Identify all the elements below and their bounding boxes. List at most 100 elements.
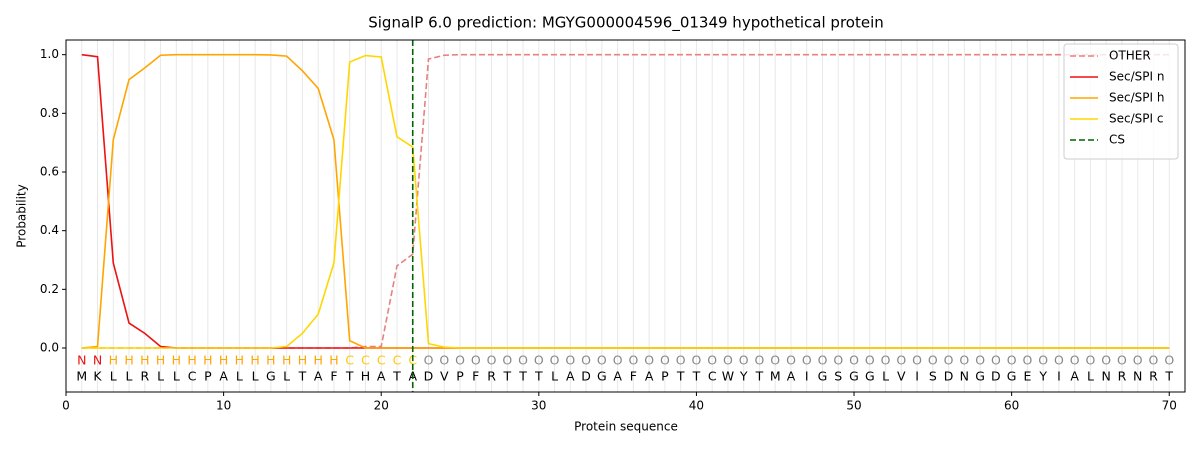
y-tick-label: 0.8 bbox=[40, 106, 59, 120]
y-tick-label: 0.4 bbox=[40, 223, 59, 237]
residue-letter: T bbox=[534, 369, 543, 384]
residue-letter: R bbox=[1149, 369, 1158, 384]
region-label: H bbox=[282, 353, 291, 368]
residue-letter: L bbox=[173, 369, 180, 384]
residue-letter: D bbox=[424, 369, 434, 384]
residue-letter: M bbox=[76, 369, 87, 384]
residue-letter: G bbox=[266, 369, 276, 384]
y-tick-label: 0.2 bbox=[40, 282, 59, 296]
region-label: O bbox=[818, 353, 828, 368]
region-label: O bbox=[1038, 353, 1048, 368]
region-label: O bbox=[534, 353, 544, 368]
region-label: O bbox=[865, 353, 875, 368]
residue-letter: T bbox=[518, 369, 527, 384]
residue-letter: N bbox=[960, 369, 969, 384]
region-label: O bbox=[518, 353, 528, 368]
residue-letter: R bbox=[140, 369, 149, 384]
residue-letter: Y bbox=[1038, 369, 1047, 384]
region-label: O bbox=[565, 353, 575, 368]
legend-label: Sec/SPI h bbox=[1109, 91, 1164, 105]
residue-letter: G bbox=[865, 369, 875, 384]
region-label: O bbox=[1133, 353, 1143, 368]
residue-letter: G bbox=[597, 369, 607, 384]
residue-letter: R bbox=[1118, 369, 1127, 384]
region-label: O bbox=[439, 353, 449, 368]
region-label: O bbox=[550, 353, 560, 368]
region-label: H bbox=[313, 353, 322, 368]
residue-letter: L bbox=[252, 369, 259, 384]
residue-letter: T bbox=[692, 369, 701, 384]
residue-letter: E bbox=[1023, 369, 1031, 384]
region-label: O bbox=[692, 353, 702, 368]
residue-letter: G bbox=[975, 369, 985, 384]
region-label: O bbox=[1007, 353, 1017, 368]
region-label: O bbox=[487, 353, 497, 368]
residue-letter: V bbox=[897, 369, 906, 384]
region-label: O bbox=[802, 353, 812, 368]
region-label: H bbox=[187, 353, 196, 368]
residue-letter: A bbox=[787, 369, 796, 384]
residue-letter: T bbox=[298, 369, 307, 384]
region-label: O bbox=[1070, 353, 1080, 368]
region-label: O bbox=[1054, 353, 1064, 368]
region-label: O bbox=[1117, 353, 1127, 368]
region-label: H bbox=[203, 353, 212, 368]
x-tick-label: 70 bbox=[1162, 399, 1177, 413]
x-tick-label: 30 bbox=[531, 399, 546, 413]
residue-letter: P bbox=[661, 369, 669, 384]
residue-letter: T bbox=[1164, 369, 1173, 384]
residue-letter: F bbox=[330, 369, 337, 384]
region-label: H bbox=[124, 353, 133, 368]
residue-letter: I bbox=[915, 369, 919, 384]
residue-letter: S bbox=[834, 369, 842, 384]
region-label: C bbox=[377, 353, 386, 368]
residue-letter: L bbox=[283, 369, 290, 384]
legend-box bbox=[1063, 43, 1179, 160]
residue-letter: A bbox=[219, 369, 228, 384]
residue-letter: H bbox=[361, 369, 370, 384]
residue-letter: L bbox=[882, 369, 889, 384]
region-label: C bbox=[393, 353, 402, 368]
series-line bbox=[81, 53, 1170, 349]
region-label: O bbox=[660, 353, 670, 368]
region-label: O bbox=[1086, 353, 1096, 368]
residue-letter: T bbox=[676, 369, 685, 384]
region-label: O bbox=[1101, 353, 1111, 368]
x-tick-label: 60 bbox=[1004, 399, 1019, 413]
residue-letter: M bbox=[770, 369, 781, 384]
region-label: O bbox=[896, 353, 906, 368]
x-axis-label: Protein sequence bbox=[574, 420, 678, 434]
residue-letter: N bbox=[1102, 369, 1111, 384]
region-label: O bbox=[502, 353, 512, 368]
region-label: O bbox=[676, 353, 686, 368]
region-label: O bbox=[833, 353, 843, 368]
region-label: O bbox=[1022, 353, 1032, 368]
region-label: O bbox=[1149, 353, 1159, 368]
region-label: O bbox=[770, 353, 780, 368]
series-line bbox=[81, 54, 1170, 349]
residue-letter: G bbox=[818, 369, 828, 384]
legend-label: Sec/SPI c bbox=[1109, 112, 1163, 126]
region-label: O bbox=[944, 353, 954, 368]
legend-label: OTHER bbox=[1109, 49, 1151, 63]
residue-letter: L bbox=[236, 369, 243, 384]
y-tick-label: 0.6 bbox=[40, 165, 59, 179]
residue-letter: F bbox=[630, 369, 637, 384]
region-label: O bbox=[881, 353, 891, 368]
region-label: H bbox=[266, 353, 275, 368]
region-label: H bbox=[329, 353, 338, 368]
y-tick-label: 0.0 bbox=[40, 341, 59, 355]
residue-letter: D bbox=[944, 369, 954, 384]
series-line bbox=[81, 53, 1170, 349]
region-label: H bbox=[235, 353, 244, 368]
residue-letter: L bbox=[157, 369, 164, 384]
x-tick-label: 0 bbox=[62, 399, 70, 413]
residue-letter: T bbox=[755, 369, 764, 384]
legend-label: CS bbox=[1109, 133, 1125, 147]
residue-letter: G bbox=[1007, 369, 1017, 384]
residue-letter: F bbox=[472, 369, 479, 384]
region-label: N bbox=[77, 353, 86, 368]
residue-letter: A bbox=[566, 369, 575, 384]
region-label: O bbox=[928, 353, 938, 368]
